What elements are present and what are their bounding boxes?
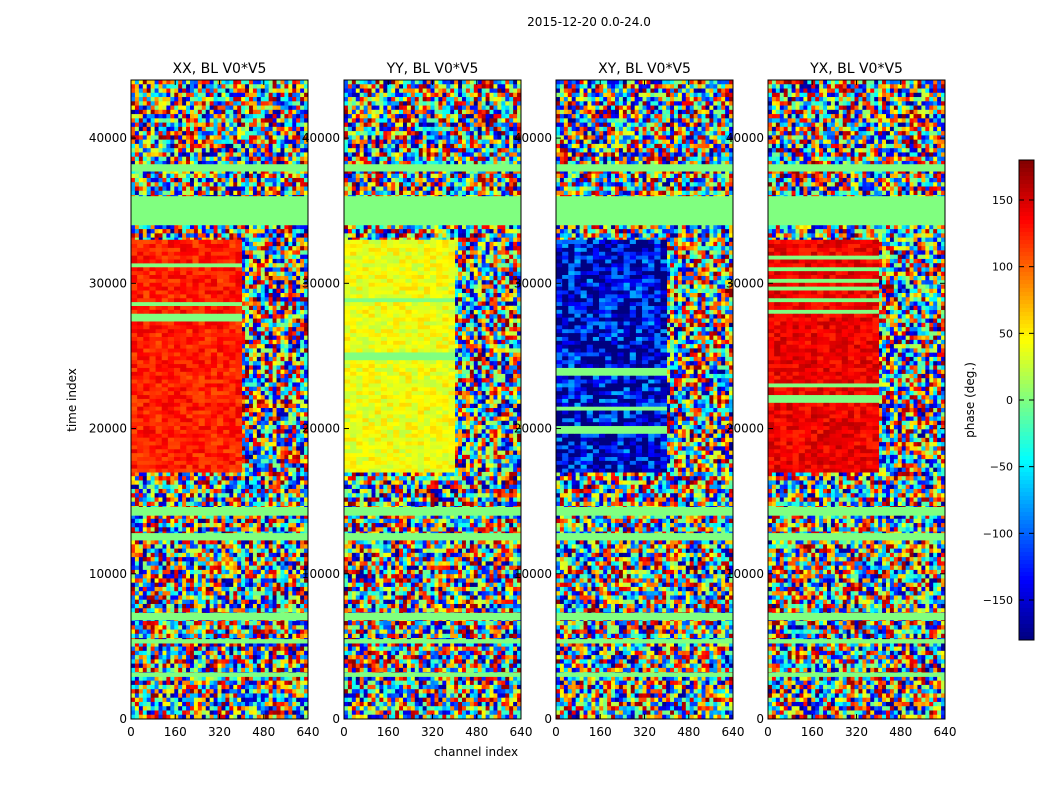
panel-title: YY, BL V0*V5 xyxy=(386,61,479,77)
heatmap-panel: YX, BL V0*V5 0 160 320 480 640 0 10000 20000 3000… xyxy=(726,61,957,739)
flagged-band xyxy=(556,672,733,677)
heatmap-image xyxy=(344,80,521,719)
y-tick-label: 40000 xyxy=(514,131,552,145)
y-tick-label: 0 xyxy=(544,712,552,726)
y-tick-label: 10000 xyxy=(89,567,127,581)
colorbar-tick-label: −150 xyxy=(983,594,1013,607)
flagged-band xyxy=(556,506,733,516)
heatmap-image xyxy=(768,80,945,719)
x-tick-label: 0 xyxy=(552,725,560,739)
colorbar-tick-label: −50 xyxy=(990,461,1013,474)
flagged-band xyxy=(131,164,308,172)
flagged-band xyxy=(344,639,521,644)
y-tick-label: 10000 xyxy=(726,567,764,581)
x-tick-label: 640 xyxy=(510,725,533,739)
y-tick-label: 40000 xyxy=(89,131,127,145)
x-tick-label: 480 xyxy=(677,725,700,739)
y-tick-label: 30000 xyxy=(514,276,552,290)
x-tick-label: 320 xyxy=(208,725,231,739)
y-tick-label: 0 xyxy=(756,712,764,726)
flagged-band xyxy=(131,672,308,677)
y-tick-label: 0 xyxy=(332,712,340,726)
y-tick-label: 40000 xyxy=(302,131,340,145)
y-tick-label: 10000 xyxy=(514,567,552,581)
colorbar-tick-label: 150 xyxy=(992,194,1013,207)
colorbar-tick-label: 0 xyxy=(1006,394,1013,407)
flagged-band xyxy=(131,639,308,644)
flagged-band xyxy=(768,672,945,677)
flagged-band xyxy=(768,533,945,541)
y-tick-label: 10000 xyxy=(302,567,340,581)
y-tick-label: 30000 xyxy=(302,276,340,290)
flagged-band xyxy=(344,506,521,516)
flagged-band xyxy=(131,506,308,516)
heatmap-panel: XX, BL V0*V5 0 160 320 480 640 0 10000 20000 3000… xyxy=(89,61,320,739)
flagged-band xyxy=(768,612,945,621)
heatmap-panels: XX, BL V0*V5 0 160 320 480 640 0 10000 20000 3000… xyxy=(89,61,957,739)
y-tick-label: 40000 xyxy=(726,131,764,145)
x-tick-label: 0 xyxy=(340,725,348,739)
x-tick-label: 480 xyxy=(252,725,275,739)
flagged-band xyxy=(556,533,733,541)
y-axis-label: time index xyxy=(65,368,79,432)
colorbar-label: phase (deg.) xyxy=(963,362,977,438)
x-tick-label: 160 xyxy=(377,725,400,739)
heatmap-panel: XY, BL V0*V5 0 160 320 480 640 0 10000 20000 3000… xyxy=(514,61,745,739)
x-tick-label: 0 xyxy=(127,725,135,739)
y-tick-label: 0 xyxy=(119,712,127,726)
x-tick-label: 480 xyxy=(465,725,488,739)
flagged-band xyxy=(344,533,521,541)
flagged-band xyxy=(131,612,308,621)
flagged-band xyxy=(556,164,733,172)
heatmap-panel: YY, BL V0*V5 0 160 320 480 640 0 10000 20000 3000… xyxy=(302,61,533,739)
flagged-band xyxy=(131,533,308,541)
figure-suptitle: 2015-12-20 0.0-24.0 xyxy=(527,15,651,29)
y-tick-label: 30000 xyxy=(89,276,127,290)
y-tick-label: 20000 xyxy=(514,422,552,436)
x-axis-label: channel index xyxy=(434,745,518,759)
panel-title: YX, BL V0*V5 xyxy=(809,61,903,77)
x-tick-label: 640 xyxy=(722,725,745,739)
x-tick-label: 160 xyxy=(801,725,824,739)
x-tick-label: 320 xyxy=(633,725,656,739)
x-tick-label: 640 xyxy=(934,725,957,739)
flagged-band xyxy=(556,196,733,226)
x-tick-label: 320 xyxy=(421,725,444,739)
heatmap-image xyxy=(131,80,308,719)
colorbar-tick-label: 50 xyxy=(999,327,1013,340)
x-tick-label: 480 xyxy=(889,725,912,739)
colorbar: 150 100 50 0 −50 −100 −150 xyxy=(983,159,1035,641)
flagged-band xyxy=(556,639,733,644)
panel-title: XY, BL V0*V5 xyxy=(598,61,691,77)
x-tick-label: 160 xyxy=(164,725,187,739)
flagged-band xyxy=(344,164,521,172)
flagged-band xyxy=(768,506,945,516)
flagged-band xyxy=(344,672,521,677)
flagged-band xyxy=(768,196,945,226)
flagged-band xyxy=(556,612,733,621)
x-tick-label: 0 xyxy=(764,725,772,739)
flagged-band xyxy=(344,196,521,226)
heatmap-image xyxy=(556,80,733,719)
y-tick-label: 20000 xyxy=(726,422,764,436)
colorbar-tick-label: 100 xyxy=(992,261,1013,274)
y-tick-label: 20000 xyxy=(302,422,340,436)
x-tick-label: 320 xyxy=(845,725,868,739)
flagged-band xyxy=(768,164,945,172)
y-tick-label: 20000 xyxy=(89,422,127,436)
x-tick-label: 640 xyxy=(297,725,320,739)
flagged-band xyxy=(131,196,308,226)
x-tick-label: 160 xyxy=(589,725,612,739)
flagged-band xyxy=(768,639,945,644)
panel-title: XX, BL V0*V5 xyxy=(173,61,267,77)
y-tick-label: 30000 xyxy=(726,276,764,290)
colorbar-tick-label: −100 xyxy=(983,527,1013,540)
flagged-band xyxy=(344,612,521,621)
